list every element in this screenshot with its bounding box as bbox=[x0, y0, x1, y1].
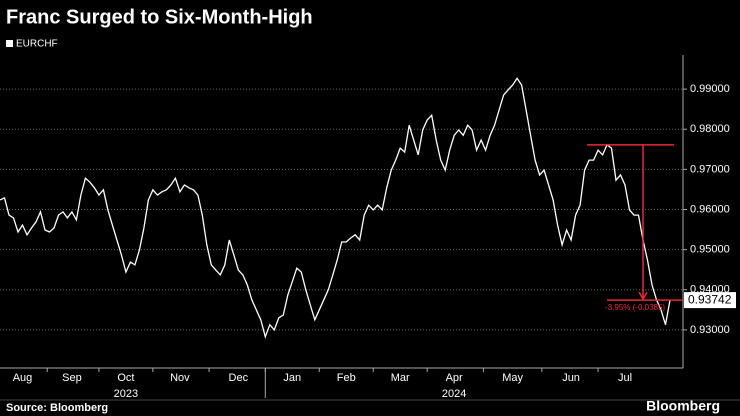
year-label: 2024 bbox=[442, 388, 466, 400]
x-tick-label: Nov bbox=[170, 372, 190, 384]
chart-title: Franc Surged to Six-Month-High bbox=[6, 6, 313, 28]
y-tick-label: 0.97000 bbox=[690, 163, 730, 175]
source: Source: Bloomberg bbox=[6, 402, 108, 414]
x-tick-label: Apr bbox=[446, 372, 463, 384]
annotation-arrowhead bbox=[638, 291, 648, 301]
y-tick-label: 0.95000 bbox=[690, 244, 730, 256]
x-tick-label: May bbox=[502, 372, 523, 384]
last-value-box bbox=[684, 292, 736, 309]
x-tick-label: Jun bbox=[562, 372, 580, 384]
x-tick-label: Feb bbox=[337, 372, 356, 384]
annotation-label: -3.95% (-0.0385) bbox=[605, 303, 665, 312]
line bbox=[0, 77, 671, 339]
y-tick-label: 0.99000 bbox=[690, 83, 730, 95]
y-tick-label: 0.96000 bbox=[690, 203, 730, 215]
legend-swatch bbox=[6, 40, 13, 47]
x-tick-label: Jan bbox=[283, 372, 301, 384]
x-tick-label: Dec bbox=[229, 372, 249, 384]
x-tick-label: Oct bbox=[117, 372, 134, 384]
last-value-label: 0.93742 bbox=[688, 292, 732, 306]
x-tick-label: Sep bbox=[62, 372, 82, 384]
y-tick-label: 0.98000 bbox=[690, 123, 730, 135]
y-tick-label: 0.93000 bbox=[690, 324, 730, 336]
x-tick-label: Mar bbox=[391, 372, 410, 384]
brand: Bloomberg bbox=[646, 398, 720, 414]
x-tick-label: Aug bbox=[13, 372, 33, 384]
x-tick-label: Jul bbox=[618, 372, 632, 384]
legend-label: EURCHF bbox=[16, 39, 58, 50]
year-label: 2023 bbox=[114, 388, 138, 400]
